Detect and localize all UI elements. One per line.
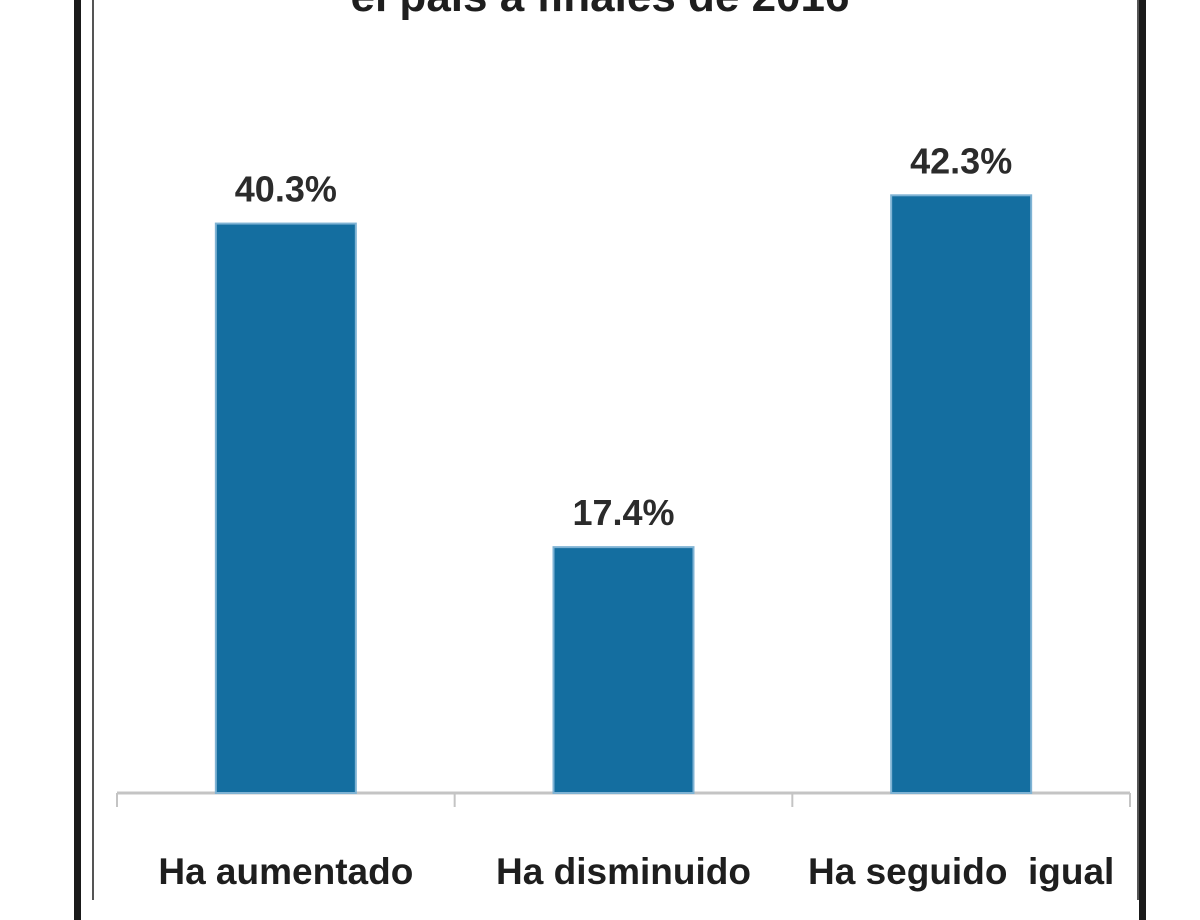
- bar-ha-seguido-igual: [890, 194, 1033, 794]
- value-label: 17.4%: [572, 492, 674, 533]
- chart-title: el país a finales de 2016: [0, 0, 1200, 22]
- category-label: Ha disminuido: [496, 851, 751, 892]
- value-label: 42.3%: [910, 140, 1012, 181]
- frame-inner-rule-left: [92, 0, 94, 900]
- category-label: Ha aumentado: [158, 851, 413, 892]
- category-label: Ha seguido igual: [808, 851, 1114, 892]
- frame-inner-rule-right: [1137, 0, 1139, 900]
- value-label: 40.3%: [235, 169, 337, 210]
- bar-ha-disminuido: [552, 546, 695, 794]
- bar-ha-aumentado: [214, 222, 357, 795]
- bar-chart: 40.3% 17.4% 42.3% Ha aumentado Ha dismin…: [116, 140, 1131, 892]
